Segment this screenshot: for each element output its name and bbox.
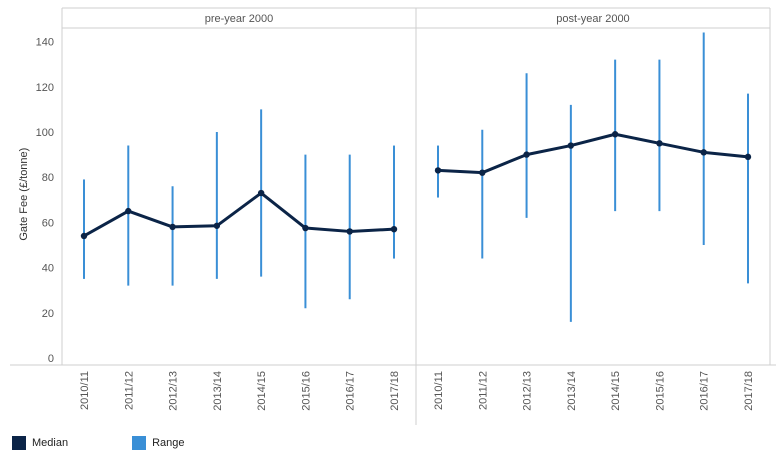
legend-label-median: Median — [32, 437, 69, 449]
x-tick-label: 2013/14 — [566, 371, 578, 411]
y-tick-label: 20 — [42, 308, 54, 320]
x-tick-label: 2017/18 — [389, 371, 401, 411]
median-line-1 — [437, 132, 749, 175]
x-tick-label: 2015/16 — [300, 371, 312, 411]
legend-item-range[interactable]: Range — [132, 436, 185, 450]
x-tick-label: 2011/12 — [123, 371, 135, 410]
legend-swatch-range — [132, 436, 147, 450]
panel-titles: pre-year 2000 post-year 2000 — [205, 13, 630, 25]
panel-title-0: pre-year 2000 — [205, 13, 274, 25]
y-tick-label: 100 — [36, 127, 54, 139]
x-tick-label: 2014/15 — [610, 371, 622, 411]
y-tick-label: 60 — [42, 217, 54, 229]
median-point — [125, 207, 132, 215]
legend-swatch-median — [12, 436, 26, 450]
median-point — [257, 189, 265, 197]
x-tick-label: 2013/14 — [212, 371, 224, 411]
median-point — [744, 153, 752, 161]
x-tick-label: 2012/13 — [168, 371, 180, 411]
median-point — [434, 167, 442, 174]
y-tick-label: 40 — [42, 263, 54, 275]
x-tick-label: 2015/16 — [654, 371, 666, 411]
x-tick-label: 2010/11 — [79, 371, 91, 410]
y-tick-label: 120 — [36, 82, 54, 94]
median-point — [169, 223, 176, 231]
legend: Median Range — [12, 436, 185, 450]
range-layer — [83, 32, 749, 322]
x-tick-label: 2011/12 — [477, 371, 489, 410]
y-axis: 0 20 40 60 80 100 120 140 Gate Fee (£/tonne) — [18, 37, 54, 365]
legend-label-range: Range — [152, 437, 185, 449]
median-point — [700, 149, 707, 156]
legend-item-median[interactable]: Median — [12, 436, 68, 450]
y-tick-label: 0 — [48, 353, 54, 365]
x-tick-label: 2010/11 — [433, 371, 445, 410]
median-point — [390, 225, 398, 233]
y-tick-label: 80 — [42, 172, 54, 184]
x-tick-label: 2016/17 — [345, 371, 357, 411]
median-layer — [80, 131, 752, 240]
x-axis: 2010/11 2011/12 2012/13 2013/14 2014/15 2015/… — [79, 371, 755, 411]
y-axis-label: Gate Fee (£/tonne) — [18, 148, 30, 241]
median-point — [346, 228, 353, 235]
y-tick-label: 140 — [36, 37, 54, 49]
median-point — [302, 224, 309, 232]
median-point — [656, 140, 663, 147]
x-tick-label: 2016/17 — [699, 371, 711, 411]
median-line-0 — [83, 191, 395, 238]
median-point — [213, 222, 221, 229]
median-point — [80, 232, 88, 240]
chart-frame — [10, 7, 776, 425]
median-point — [611, 131, 619, 138]
panel-title-1: post-year 2000 — [556, 13, 629, 25]
x-tick-label: 2014/15 — [256, 371, 268, 411]
x-tick-label: 2017/18 — [743, 371, 755, 411]
median-point — [567, 142, 575, 149]
x-tick-label: 2012/13 — [522, 371, 534, 411]
median-point — [523, 151, 530, 158]
median-point — [479, 169, 486, 176]
